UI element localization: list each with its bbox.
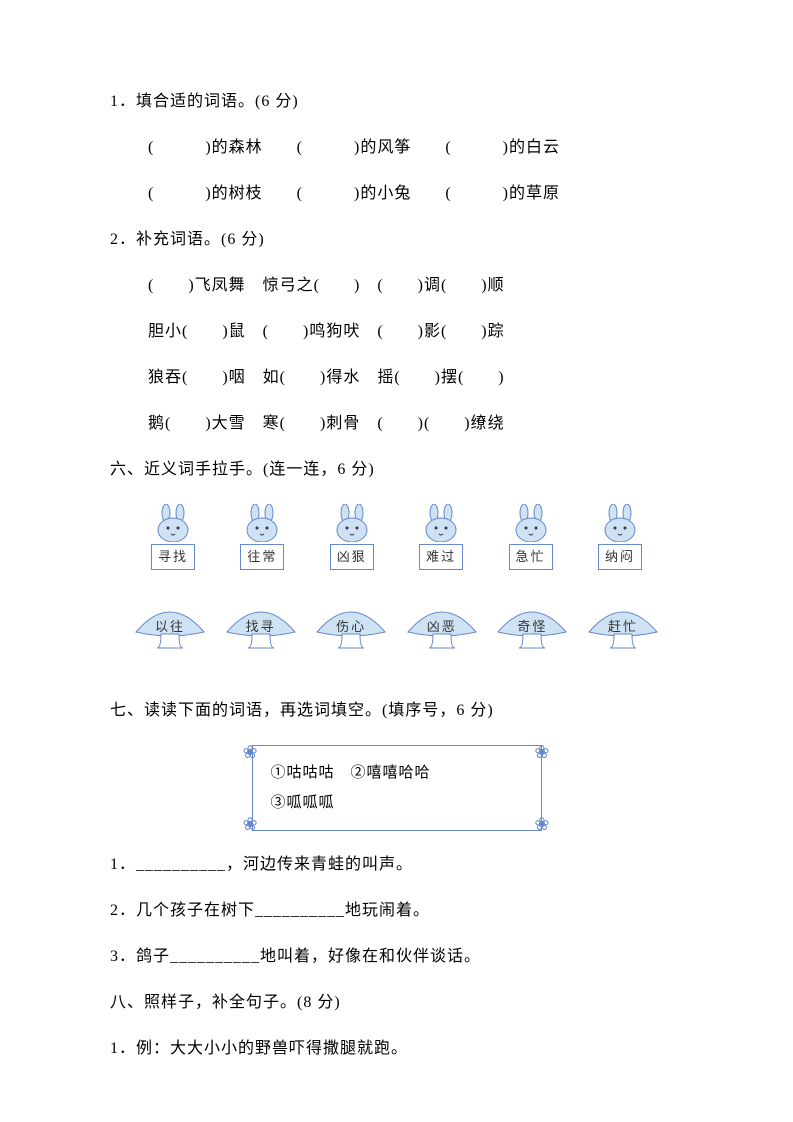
q8-title: 八、照样子，补全句子。(8 分): [110, 991, 683, 1015]
q2-row2: 胆小( )鼠 ( )鸣狗吠 ( )影( )踪: [110, 320, 683, 344]
q8-example: 1．例：大大小小的野兽吓得撒腿就跑。: [110, 1037, 683, 1061]
box-line2: ③呱呱呱: [271, 788, 523, 818]
mushroom-item: 赶忙: [583, 600, 663, 670]
rabbit-item: 难过: [406, 504, 476, 570]
corner-decor-icon: ❀: [534, 806, 550, 842]
q7-item2: 2．几个孩子在树下__________地玩闹着。: [110, 899, 683, 923]
rabbit-item: 寻找: [138, 504, 208, 570]
mushroom-label: 凶恶: [427, 617, 457, 637]
q7-item3: 3．鸽子__________地叫着，好像在和伙伴谈话。: [110, 945, 683, 969]
q2-row3: 狼吞( )咽 如( )得水 摇( )摆( ): [110, 366, 683, 390]
rabbit-item: 急忙: [496, 504, 566, 570]
rabbit-icon: [509, 504, 553, 542]
rabbit-item: 往常: [227, 504, 297, 570]
rabbit-icon: [419, 504, 463, 542]
rabbit-label: 往常: [240, 544, 284, 570]
mushroom-item: 伤心: [311, 600, 391, 670]
q2-row4: 鹅( )大雪 寒( )刺骨 ( )( )缭绕: [110, 412, 683, 436]
rabbit-label: 寻找: [151, 544, 195, 570]
q7-title: 七、读读下面的词语，再选词填空。(填序号，6 分): [110, 699, 683, 723]
mushroom-row: 以往 找寻 伤心 凶恶 奇怪 赶忙: [110, 600, 683, 670]
corner-decor-icon: ❀: [243, 734, 259, 770]
rabbit-icon: [330, 504, 374, 542]
rabbit-label: 纳闷: [598, 544, 642, 570]
rabbit-icon: [151, 504, 195, 542]
mushroom-item: 以往: [130, 600, 210, 670]
mushroom-label: 以往: [155, 617, 185, 637]
rabbit-icon: [598, 504, 642, 542]
corner-decor-icon: ❀: [534, 734, 550, 770]
mushroom-item: 奇怪: [492, 600, 572, 670]
rabbit-item: 纳闷: [585, 504, 655, 570]
q2-row1: ( )飞凤舞 惊弓之( ) ( )调( )顺: [110, 274, 683, 298]
q7-item1: 1．__________，河边传来青蛙的叫声。: [110, 853, 683, 877]
word-box: ❀ ❀ ❀ ❀ ①咕咕咕 ②嘻嘻哈哈 ③呱呱呱: [252, 745, 542, 831]
q1-row2: ( )的树枝 ( )的小兔 ( )的草原: [110, 182, 683, 206]
rabbit-item: 凶狠: [317, 504, 387, 570]
mushroom-label: 奇怪: [517, 617, 547, 637]
mushroom-item: 找寻: [221, 600, 301, 670]
mushroom-label: 赶忙: [608, 617, 638, 637]
rabbit-label: 难过: [419, 544, 463, 570]
q1-title: 1．填合适的词语。(6 分): [110, 90, 683, 114]
q1-row1: ( )的森林 ( )的风筝 ( )的白云: [110, 136, 683, 160]
q6-title: 六、近义词手拉手。(连一连，6 分): [110, 458, 683, 482]
rabbit-icon: [240, 504, 284, 542]
corner-decor-icon: ❀: [243, 806, 259, 842]
mushroom-label: 找寻: [246, 617, 276, 637]
mushroom-item: 凶恶: [402, 600, 482, 670]
mushroom-label: 伤心: [336, 617, 366, 637]
rabbit-label: 凶狠: [330, 544, 374, 570]
q2-title: 2．补充词语。(6 分): [110, 228, 683, 252]
rabbit-row: 寻找 往常 凶狠 难过: [110, 504, 683, 570]
box-line1: ①咕咕咕 ②嘻嘻哈哈: [271, 758, 523, 788]
rabbit-label: 急忙: [509, 544, 553, 570]
